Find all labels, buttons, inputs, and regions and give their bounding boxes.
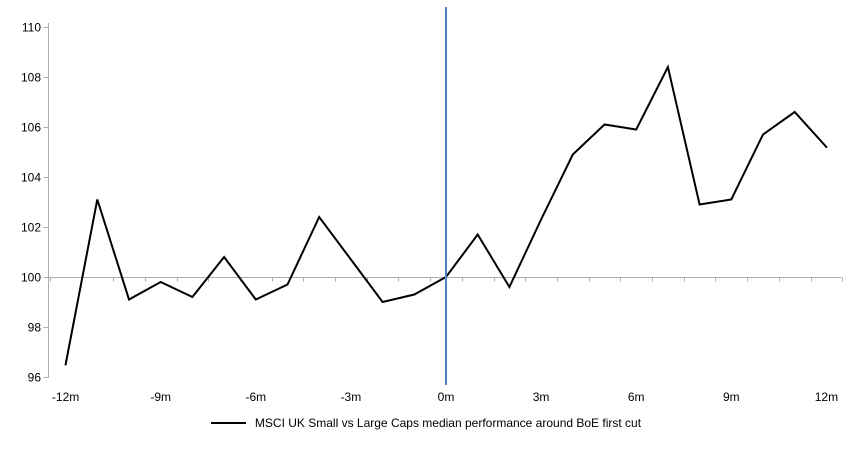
svg-text:108: 108	[21, 71, 41, 85]
svg-text:-3m: -3m	[341, 390, 362, 404]
legend-line-swatch	[210, 422, 246, 424]
svg-text:6m: 6m	[628, 390, 645, 404]
svg-text:9m: 9m	[723, 390, 740, 404]
svg-text:100: 100	[21, 271, 41, 285]
legend-label: MSCI UK Small vs Large Caps median perfo…	[254, 416, 642, 430]
svg-text:0m: 0m	[438, 390, 455, 404]
svg-text:110: 110	[22, 21, 41, 35]
svg-text:104: 104	[21, 171, 41, 185]
svg-text:102: 102	[21, 221, 41, 235]
svg-text:106: 106	[21, 121, 41, 135]
svg-text:-6m: -6m	[245, 390, 266, 404]
svg-text:98: 98	[28, 321, 42, 335]
chart-legend: MSCI UK Small vs Large Caps median perfo…	[0, 416, 852, 430]
svg-text:-12m: -12m	[52, 390, 79, 404]
svg-text:3m: 3m	[533, 390, 550, 404]
svg-text:12m: 12m	[815, 390, 838, 404]
svg-text:-9m: -9m	[150, 390, 171, 404]
svg-text:96: 96	[28, 371, 42, 385]
line-chart-plot: 96 98 100 102 104 106 108 110 -12m -9m -6m -3m 0m 3m 6…	[21, 7, 843, 404]
